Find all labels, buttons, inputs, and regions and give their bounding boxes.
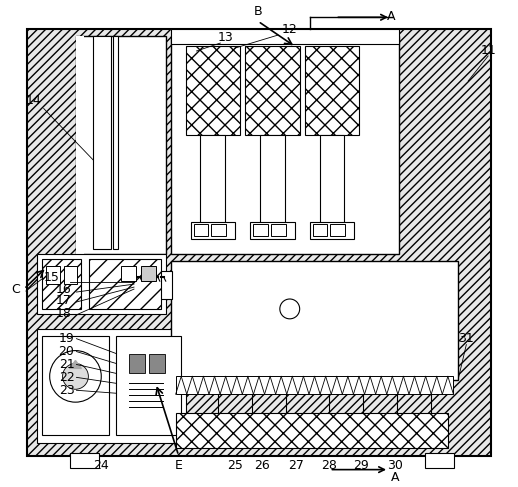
Bar <box>176 413 449 448</box>
Text: 18: 18 <box>55 307 71 320</box>
Text: B: B <box>254 5 262 18</box>
Text: 19: 19 <box>59 332 75 345</box>
Bar <box>245 46 300 135</box>
Text: 28: 28 <box>322 459 337 472</box>
Text: E: E <box>175 459 182 472</box>
Text: 31: 31 <box>458 332 474 345</box>
Bar <box>271 224 286 237</box>
Bar <box>121 266 136 281</box>
Bar <box>250 222 295 240</box>
Bar <box>305 46 359 135</box>
Text: 29: 29 <box>353 459 369 472</box>
Bar <box>149 354 165 374</box>
Bar <box>191 222 235 240</box>
Text: A: A <box>391 471 399 484</box>
Bar <box>42 259 81 309</box>
Bar <box>77 36 166 254</box>
Text: 12: 12 <box>282 23 298 36</box>
Bar <box>171 36 399 254</box>
Text: 13: 13 <box>218 31 233 44</box>
Bar <box>320 135 344 225</box>
Bar <box>64 266 78 284</box>
Bar <box>42 336 109 435</box>
Bar <box>425 453 454 468</box>
Text: 27: 27 <box>288 459 304 472</box>
Text: 11: 11 <box>480 44 496 57</box>
Text: 26: 26 <box>254 459 270 472</box>
Text: 22: 22 <box>59 371 75 384</box>
Text: A: A <box>387 10 395 23</box>
Bar <box>37 329 185 443</box>
Text: 14: 14 <box>26 94 41 107</box>
Text: 25: 25 <box>227 459 243 472</box>
Text: 21: 21 <box>59 358 75 371</box>
Bar <box>310 222 354 240</box>
Bar <box>46 266 60 284</box>
Text: 16: 16 <box>56 282 71 296</box>
Bar <box>90 259 161 309</box>
Bar <box>134 271 171 299</box>
Text: C: C <box>11 282 20 296</box>
Bar <box>194 224 208 237</box>
Text: 30: 30 <box>387 459 403 472</box>
Bar <box>211 224 226 237</box>
Circle shape <box>63 363 89 389</box>
Bar <box>312 224 327 237</box>
Polygon shape <box>69 360 81 369</box>
Bar <box>176 376 453 394</box>
Text: 23: 23 <box>59 384 75 397</box>
Text: 15: 15 <box>44 271 60 283</box>
Bar <box>141 266 156 281</box>
Text: 20: 20 <box>59 345 75 358</box>
Bar <box>69 453 99 468</box>
Bar <box>171 29 399 44</box>
Bar <box>113 36 118 249</box>
Bar <box>116 336 181 435</box>
Bar <box>77 36 84 254</box>
Text: 17: 17 <box>55 295 71 307</box>
Bar <box>93 36 111 249</box>
Bar <box>171 262 458 380</box>
Bar <box>200 135 225 225</box>
Bar <box>37 254 166 314</box>
Bar <box>129 354 145 374</box>
Text: 24: 24 <box>93 459 109 472</box>
Bar <box>185 46 240 135</box>
Bar <box>330 224 346 237</box>
Circle shape <box>280 299 300 319</box>
Bar <box>260 135 285 225</box>
Bar <box>27 29 491 456</box>
Bar <box>253 224 268 237</box>
Circle shape <box>50 351 102 402</box>
